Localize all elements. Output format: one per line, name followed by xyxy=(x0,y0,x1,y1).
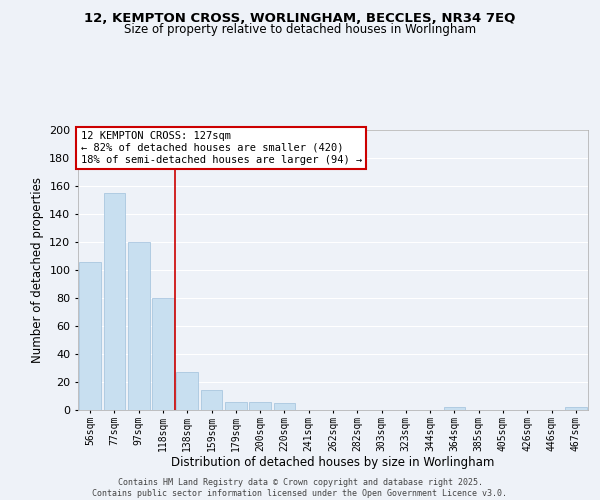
Bar xyxy=(79,262,101,410)
Text: Contains HM Land Registry data © Crown copyright and database right 2025.
Contai: Contains HM Land Registry data © Crown c… xyxy=(92,478,508,498)
Bar xyxy=(200,390,223,410)
Bar xyxy=(443,407,466,410)
Y-axis label: Number of detached properties: Number of detached properties xyxy=(31,177,44,363)
Text: 12 KEMPTON CROSS: 127sqm
← 82% of detached houses are smaller (420)
18% of semi-: 12 KEMPTON CROSS: 127sqm ← 82% of detach… xyxy=(80,132,362,164)
X-axis label: Distribution of detached houses by size in Worlingham: Distribution of detached houses by size … xyxy=(172,456,494,469)
Bar xyxy=(565,407,587,410)
Bar xyxy=(249,402,271,410)
Bar xyxy=(104,193,125,410)
Bar xyxy=(225,402,247,410)
Text: 12, KEMPTON CROSS, WORLINGHAM, BECCLES, NR34 7EQ: 12, KEMPTON CROSS, WORLINGHAM, BECCLES, … xyxy=(85,12,515,26)
Text: Size of property relative to detached houses in Worlingham: Size of property relative to detached ho… xyxy=(124,22,476,36)
Bar xyxy=(176,372,198,410)
Bar xyxy=(152,298,174,410)
Bar xyxy=(128,242,149,410)
Bar xyxy=(274,403,295,410)
